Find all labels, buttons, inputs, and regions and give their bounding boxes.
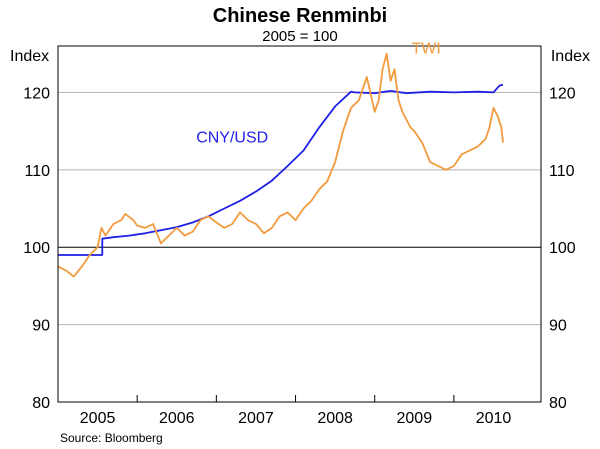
x-tick-label-2009: 2009	[397, 410, 433, 427]
series-labels: CNY/USD TWI	[196, 41, 441, 147]
y-tick-label-left-100: 100	[23, 240, 50, 257]
x-tick-label-2005: 2005	[80, 410, 116, 427]
y-tick-label-right-100: 100	[549, 240, 576, 257]
x-tick-label-2007: 2007	[238, 410, 274, 427]
chart-title: Chinese Renminbi	[213, 5, 387, 27]
series-line-cny-usd	[58, 83, 504, 256]
y-tick-label-left-90: 90	[32, 318, 50, 335]
x-tick-label-2008: 2008	[317, 410, 353, 427]
y-tick-label-left-80: 80	[32, 395, 50, 412]
chart-subtitle: 2005 = 100	[262, 28, 338, 45]
series-line-twi	[57, 52, 504, 278]
y-tick-label-left-110: 110	[24, 163, 50, 180]
series-label-twi: TWI	[412, 41, 441, 58]
series-lines	[57, 52, 504, 278]
plot-frame	[57, 45, 542, 403]
axis-ticks: 80 80 90 90 100 100 110 110 120 120 2005 2006 2007 20…	[23, 85, 576, 427]
y-axis-label-left: Index	[10, 48, 49, 65]
plot-border	[57, 45, 542, 403]
y-tick-label-right-90: 90	[549, 318, 567, 335]
y-tick-label-right-110: 110	[549, 163, 575, 180]
gridlines	[58, 91, 541, 326]
x-tick-label-2006: 2006	[159, 410, 195, 427]
y-tick-label-right-80: 80	[549, 395, 567, 412]
y-tick-label-right-120: 120	[549, 85, 576, 102]
x-tick-label-2010: 2010	[476, 410, 512, 427]
y-tick-label-left-120: 120	[23, 85, 50, 102]
y-axis-label-right: Index	[551, 48, 590, 65]
series-label-cny-usd: CNY/USD	[196, 130, 268, 147]
source-note: Source: Bloomberg	[60, 431, 163, 445]
